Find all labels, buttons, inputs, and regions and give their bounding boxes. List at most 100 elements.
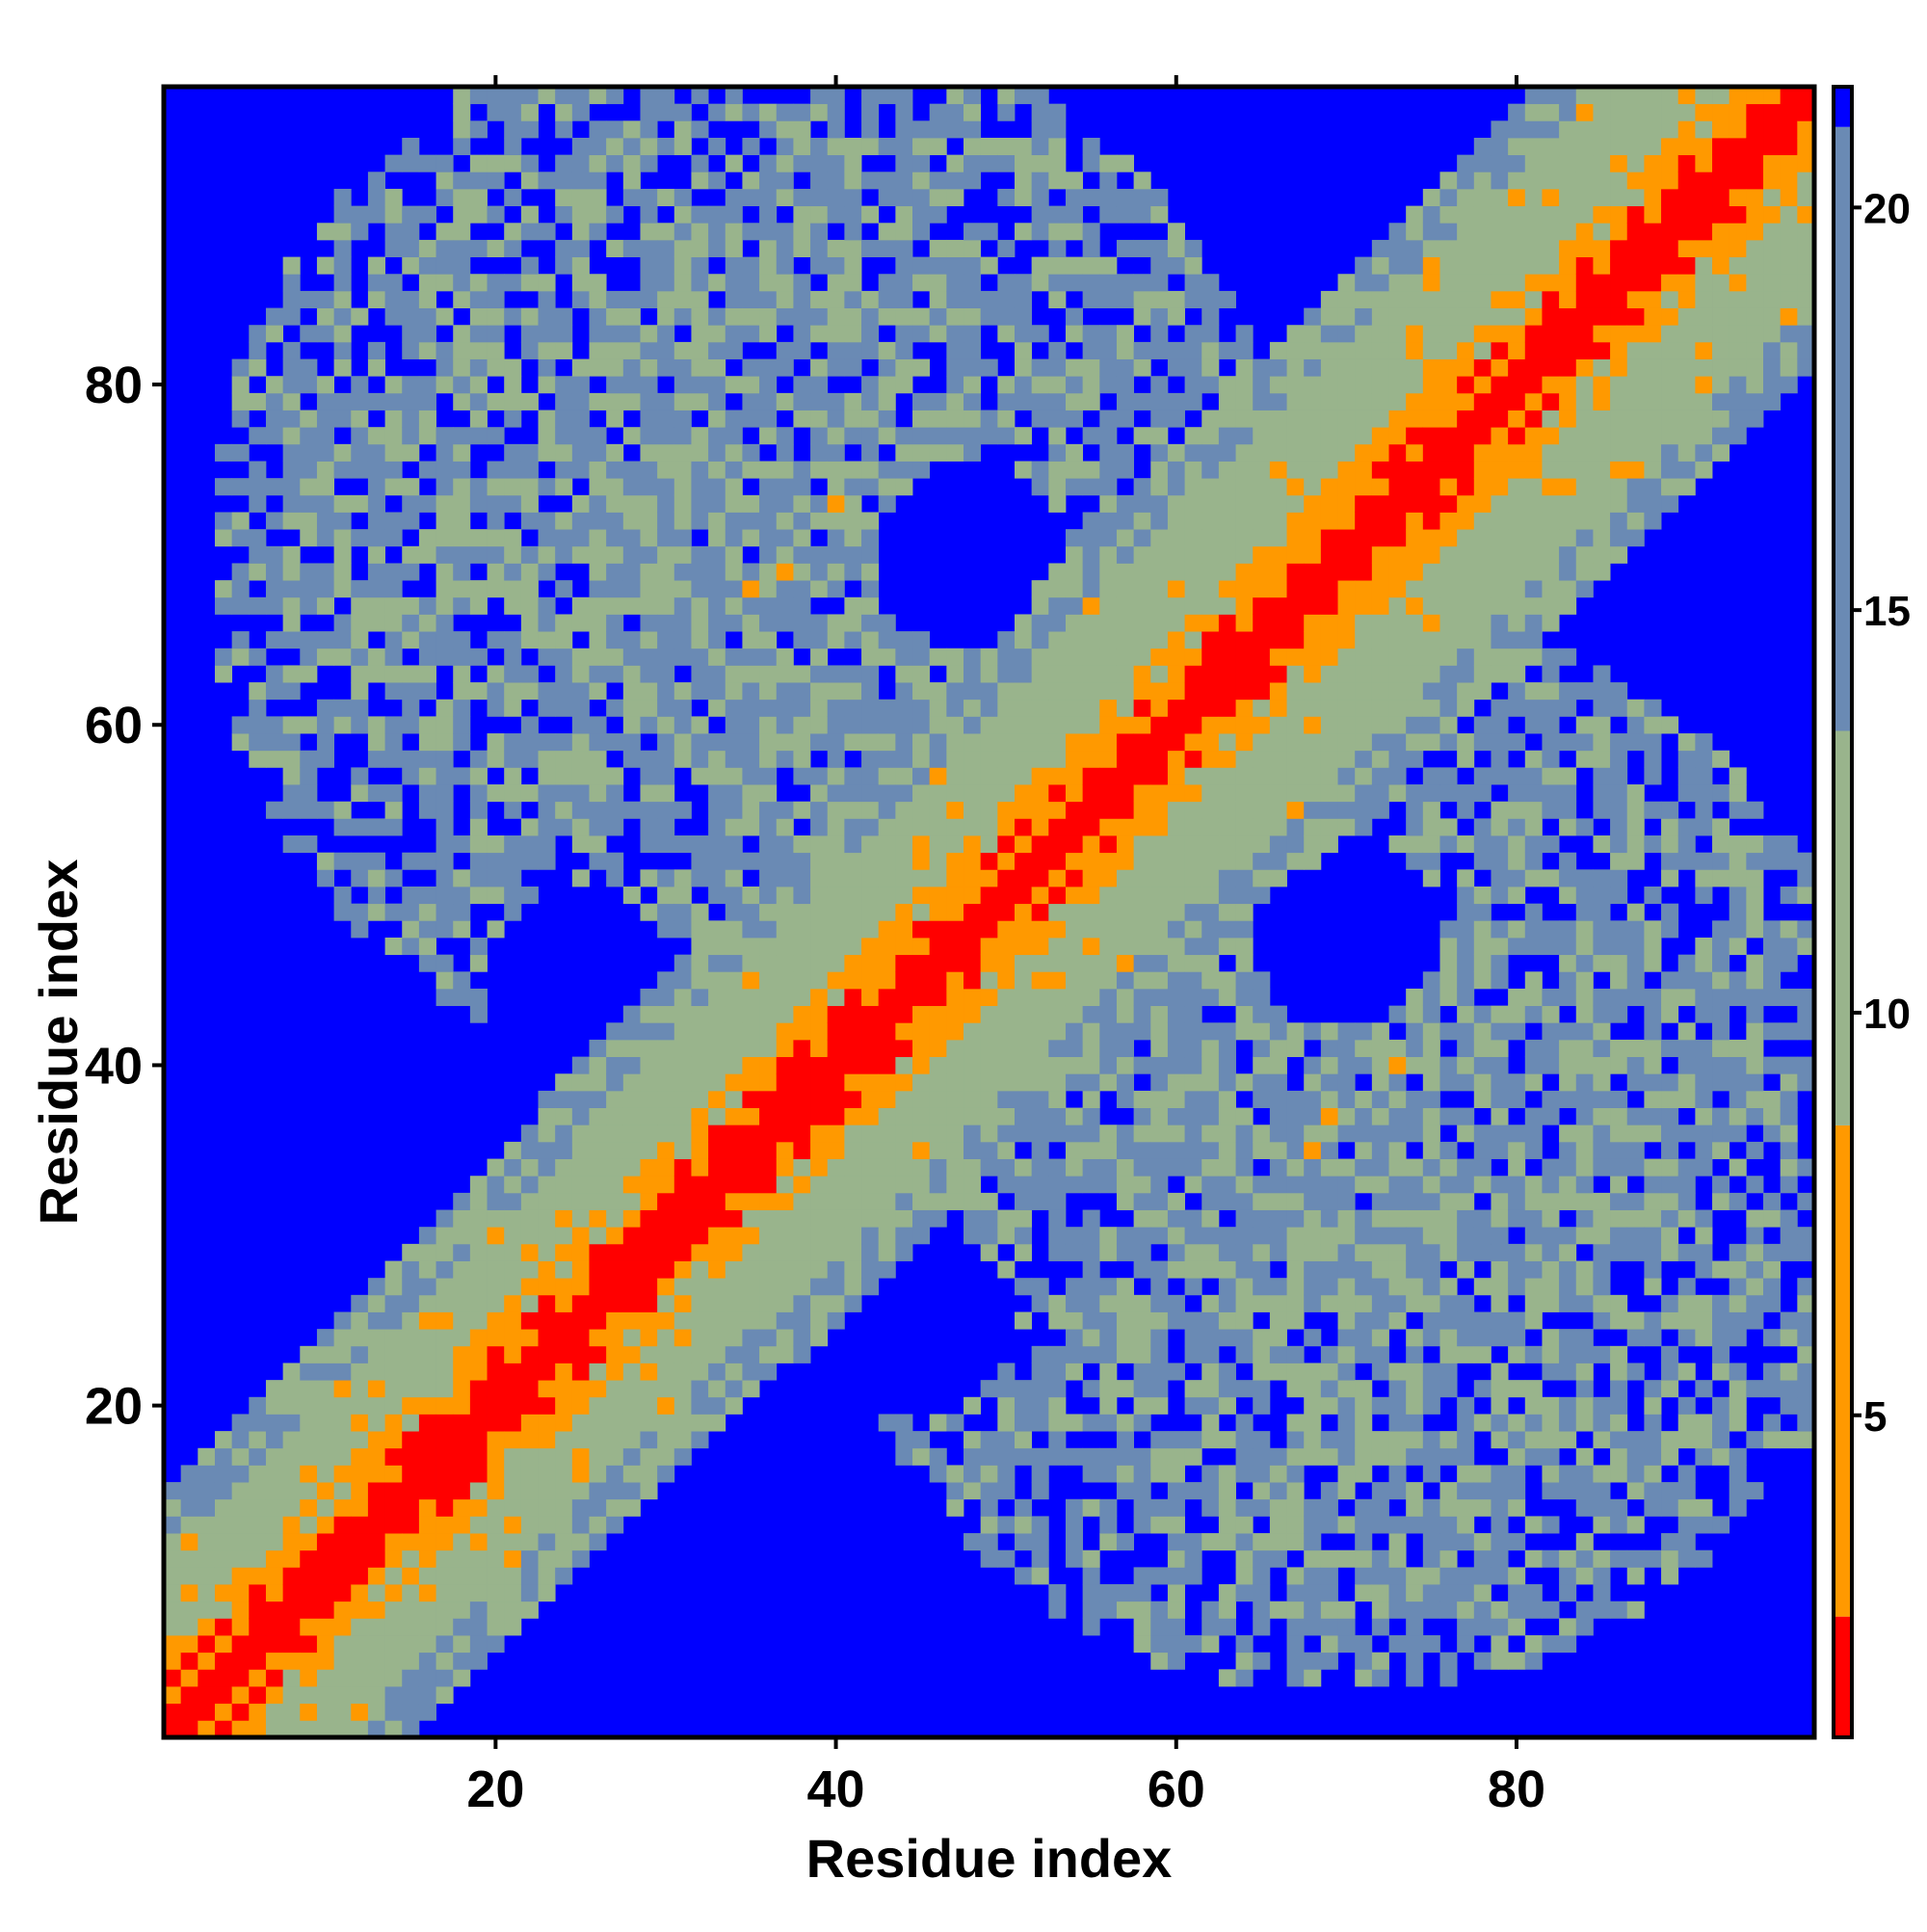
- heatmap-cell: [742, 188, 760, 207]
- heatmap-cell: [1269, 443, 1287, 462]
- heatmap-cell: [793, 1329, 811, 1347]
- heatmap-cell: [725, 341, 743, 359]
- heatmap-cell: [810, 1125, 829, 1143]
- heatmap-cell: [571, 410, 590, 428]
- heatmap-cell: [1048, 1294, 1067, 1312]
- heatmap-cell: [1133, 1482, 1151, 1500]
- heatmap-cell: [453, 1396, 471, 1415]
- heatmap-cell: [861, 1227, 880, 1245]
- heatmap-cell: [1269, 1107, 1287, 1125]
- heatmap-cell: [912, 256, 931, 275]
- heatmap-cell: [827, 529, 845, 547]
- heatmap-cell: [1082, 631, 1100, 649]
- heatmap-cell: [1116, 563, 1135, 581]
- heatmap-cell: [606, 1056, 624, 1074]
- heatmap-cell: [912, 1022, 931, 1041]
- heatmap-cell: [1218, 563, 1236, 581]
- heatmap-cell: [1337, 529, 1356, 547]
- heatmap-cell: [776, 1176, 794, 1194]
- heatmap-cell: [1065, 988, 1084, 1007]
- heatmap-cell: [265, 580, 284, 598]
- heatmap-cell: [827, 1125, 845, 1143]
- heatmap-cell: [1150, 1209, 1169, 1228]
- heatmap-cell: [1014, 818, 1033, 836]
- heatmap-cell: [351, 392, 369, 410]
- heatmap-cell: [725, 971, 743, 990]
- heatmap-cell: [1031, 223, 1049, 241]
- heatmap-cell: [895, 1141, 913, 1159]
- heatmap-cell: [997, 1176, 1016, 1194]
- heatmap-cell: [1371, 614, 1389, 632]
- heatmap-cell: [657, 614, 675, 632]
- heatmap-cell: [997, 784, 1016, 803]
- heatmap-cell: [249, 1516, 267, 1534]
- heatmap-cell: [929, 239, 947, 257]
- heatmap-cell: [759, 223, 778, 241]
- heatmap-cell: [418, 1345, 436, 1363]
- heatmap-cell: [300, 1652, 318, 1670]
- heatmap-cell: [1388, 1380, 1407, 1398]
- heatmap-cell: [1014, 1431, 1033, 1449]
- heatmap-cell: [1457, 494, 1475, 513]
- heatmap-cell: [1201, 596, 1220, 615]
- heatmap-cell: [1048, 443, 1067, 462]
- heatmap-cell: [1184, 937, 1202, 956]
- heatmap-cell: [1082, 835, 1100, 854]
- heatmap-cell: [827, 971, 845, 990]
- heatmap-cell: [742, 461, 760, 479]
- heatmap-cell: [1184, 852, 1202, 870]
- heatmap-cell: [1457, 1584, 1475, 1602]
- heatmap-cell: [793, 545, 811, 564]
- heatmap-cell: [1355, 1380, 1373, 1398]
- heatmap-cell: [198, 1447, 216, 1466]
- heatmap-cell: [1457, 1329, 1475, 1347]
- heatmap-cell: [436, 1465, 454, 1483]
- heatmap-cell: [1082, 1584, 1100, 1602]
- heatmap-cell: [1218, 1039, 1236, 1058]
- heatmap-cell: [265, 1703, 284, 1721]
- heatmap-cell: [1337, 1363, 1356, 1381]
- heatmap-cell: [453, 1227, 471, 1245]
- heatmap-cell: [1184, 512, 1202, 530]
- heatmap-cell: [1286, 461, 1305, 479]
- heatmap-cell: [555, 478, 573, 496]
- heatmap-cell: [1116, 1533, 1135, 1551]
- heatmap-cell: [1304, 767, 1322, 785]
- heatmap-cell: [964, 172, 982, 190]
- heatmap-cell: [1286, 376, 1305, 394]
- heatmap-cell: [946, 1465, 964, 1483]
- heatmap-cell: [657, 1073, 675, 1092]
- heatmap-cell: [1133, 1447, 1151, 1466]
- heatmap-cell: [708, 239, 726, 257]
- heatmap-cell: [1337, 478, 1356, 496]
- heatmap-cell: [1337, 1431, 1356, 1449]
- heatmap-cell: [1422, 614, 1440, 632]
- heatmap-cell: [1491, 223, 1509, 241]
- heatmap-cell: [657, 1431, 675, 1449]
- heatmap-cell: [1048, 682, 1067, 701]
- heatmap-cell: [759, 1022, 778, 1041]
- heatmap-cell: [1457, 835, 1475, 854]
- heatmap-cell: [1473, 920, 1491, 939]
- heatmap-cell: [657, 1125, 675, 1143]
- heatmap-cell: [895, 1176, 913, 1194]
- heatmap-cell: [367, 290, 385, 308]
- heatmap-cell: [912, 1125, 931, 1143]
- heatmap-cell: [351, 1533, 369, 1551]
- heatmap-cell: [657, 358, 675, 377]
- heatmap-cell: [1388, 1039, 1407, 1058]
- heatmap-cell: [265, 392, 284, 410]
- heatmap-cell: [1048, 256, 1067, 275]
- heatmap-cell: [810, 1311, 829, 1330]
- heatmap-cell: [878, 818, 896, 836]
- heatmap-cell: [1031, 818, 1049, 836]
- heatmap-cell: [606, 580, 624, 598]
- heatmap-cell: [282, 307, 301, 326]
- heatmap-cell: [249, 545, 267, 564]
- heatmap-cell: [1031, 937, 1049, 956]
- heatmap-cell: [793, 1005, 811, 1023]
- heatmap-cell: [402, 614, 420, 632]
- heatmap-cell: [1473, 478, 1491, 496]
- heatmap-cell: [487, 1549, 505, 1568]
- heatmap-cell: [1065, 852, 1084, 870]
